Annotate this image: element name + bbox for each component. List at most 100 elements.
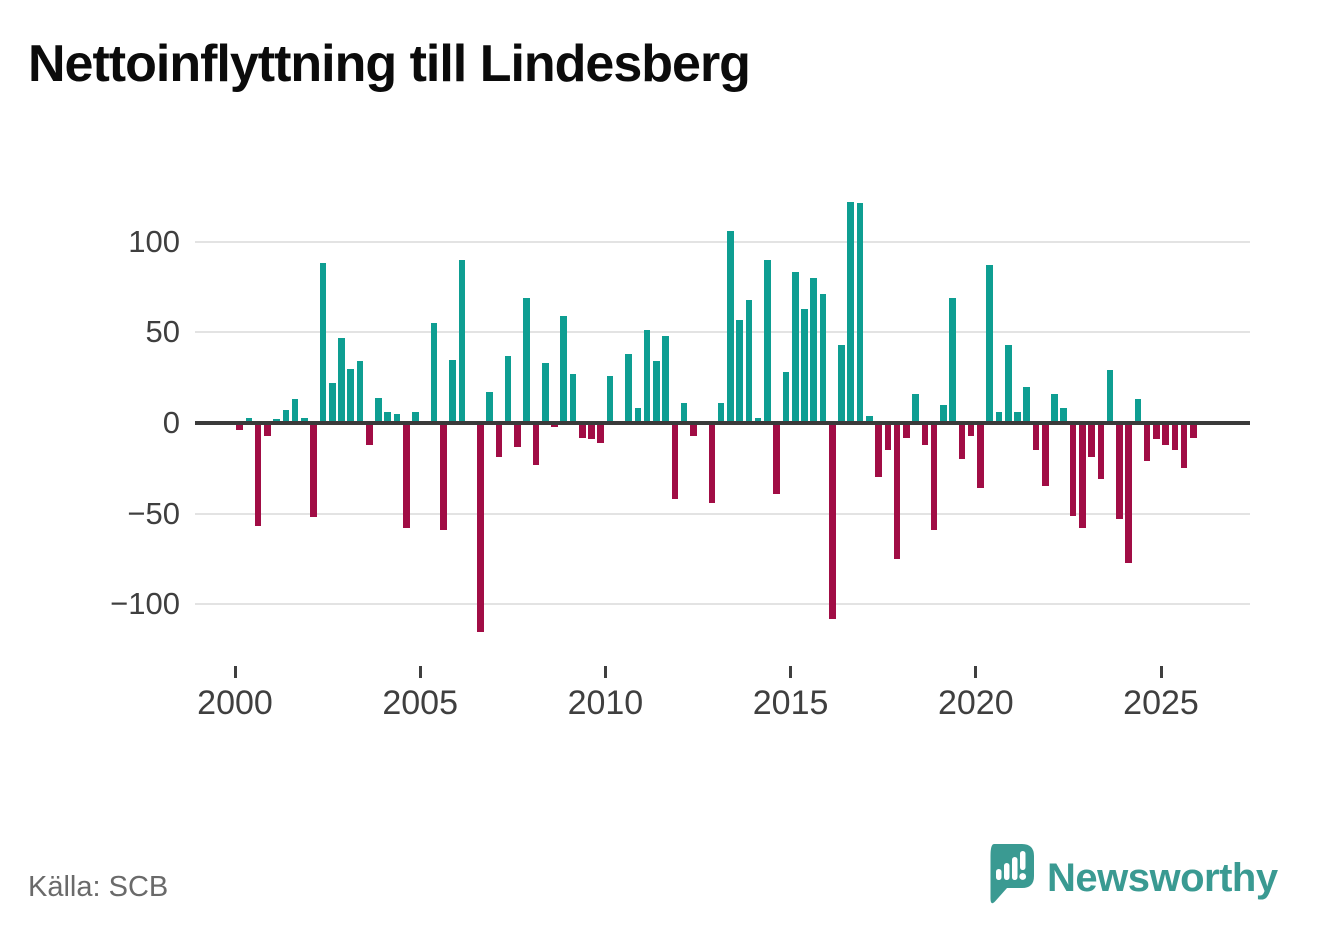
newsworthy-logo-icon <box>981 843 1035 912</box>
bar-positive <box>819 294 827 423</box>
bar-positive <box>736 319 743 423</box>
x-axis-tick-mark <box>1159 666 1163 678</box>
bar-positive <box>625 354 632 423</box>
bar-negative <box>1180 423 1188 469</box>
bar-positive <box>541 363 549 423</box>
x-axis-tick-label: 2015 <box>752 684 829 722</box>
bar-positive <box>282 410 290 423</box>
bar-positive <box>606 375 614 423</box>
x-axis-tick-mark <box>233 666 237 678</box>
bar-negative <box>1097 423 1105 480</box>
bar-negative <box>1125 423 1132 563</box>
bar-negative <box>403 423 410 529</box>
bar-negative <box>921 423 929 445</box>
chart-title: Nettoinflyttning till Lindesberg <box>28 35 751 93</box>
bar-negative <box>1190 423 1197 438</box>
bar-positive <box>1023 386 1031 423</box>
bar-negative <box>578 423 586 438</box>
bar-positive <box>1051 393 1058 423</box>
x-axis-tick-label: 2020 <box>937 684 1014 722</box>
bar-positive <box>986 265 993 423</box>
bar-negative <box>1143 423 1151 462</box>
source-label: Källa: SCB <box>28 871 169 903</box>
bar-positive <box>245 417 253 423</box>
bar-positive <box>347 368 355 423</box>
bar-positive <box>486 392 493 423</box>
x-axis-tick-mark <box>974 666 978 678</box>
bar-positive <box>412 412 419 423</box>
bar-positive <box>560 315 568 423</box>
bar-negative <box>875 423 882 478</box>
grid-line <box>195 240 1250 243</box>
bar-positive <box>523 297 530 423</box>
bar-negative <box>1078 423 1086 529</box>
y-axis-tick-label: 100 <box>128 223 180 259</box>
bar-negative <box>495 423 503 458</box>
bar-positive <box>328 383 336 423</box>
bar-positive <box>1134 399 1142 423</box>
bar-positive <box>1060 408 1068 423</box>
y-axis-tick-label: 50 <box>145 314 180 350</box>
bar-positive <box>430 323 438 423</box>
bar-negative <box>365 423 373 445</box>
bar-negative <box>1041 423 1049 487</box>
bar-positive <box>717 403 725 423</box>
bar-negative <box>977 423 984 489</box>
bar-negative <box>671 423 679 500</box>
zero-axis-line <box>195 421 1250 425</box>
bar-positive <box>764 259 771 423</box>
y-axis-tick-label: −100 <box>110 586 180 622</box>
bar-negative <box>1162 423 1169 445</box>
bar-negative <box>477 423 484 632</box>
bar-positive <box>949 297 956 423</box>
bar-negative <box>884 423 892 451</box>
bar-positive <box>384 412 392 423</box>
bar-positive <box>838 344 845 423</box>
y-axis-tick-label: −50 <box>127 495 180 531</box>
bar-positive <box>801 308 808 423</box>
x-axis-tick-mark <box>418 666 422 678</box>
bar-negative <box>828 423 836 619</box>
bar-negative <box>264 423 271 436</box>
x-axis-tick-label: 2000 <box>197 684 273 722</box>
bar-positive <box>1106 370 1114 423</box>
grid-line <box>195 331 1250 334</box>
bar-positive <box>504 355 512 423</box>
bar-negative <box>588 423 595 440</box>
bar-negative <box>708 423 716 503</box>
bar-negative <box>1088 423 1095 458</box>
bar-positive <box>634 408 642 423</box>
y-axis-tick-label: 0 <box>162 405 180 440</box>
bar-negative <box>236 423 243 431</box>
bar-positive <box>680 403 688 423</box>
x-axis-tick-mark <box>789 666 793 678</box>
bar-negative <box>958 423 966 460</box>
bar-positive <box>291 399 299 423</box>
bar-positive <box>847 201 855 423</box>
bar-positive <box>375 397 382 423</box>
bar-positive <box>653 361 660 423</box>
x-axis-tick-label: 2010 <box>567 684 644 722</box>
bar-positive <box>791 272 799 423</box>
bar-negative <box>690 423 697 436</box>
bar-negative <box>1032 423 1040 451</box>
newsworthy-logo-text: Newsworthy <box>1047 855 1278 900</box>
bar-negative <box>1116 423 1123 520</box>
bar-positive <box>782 372 790 423</box>
bar-positive <box>356 361 364 423</box>
bar-positive <box>301 417 308 423</box>
bar-negative <box>532 423 540 465</box>
bar-negative <box>1153 423 1160 440</box>
bar-positive <box>745 299 753 423</box>
bar-negative <box>1171 423 1179 451</box>
bar-positive <box>1004 344 1012 423</box>
bar-negative <box>514 423 521 447</box>
newsworthy-logo: Newsworthy <box>981 843 1278 912</box>
bar-positive <box>866 415 873 423</box>
x-axis-tick-label: 2005 <box>382 684 458 722</box>
bar-negative <box>930 423 938 531</box>
x-axis-tick-mark <box>603 666 607 678</box>
bar-negative <box>893 423 901 560</box>
bar-negative <box>967 423 975 436</box>
